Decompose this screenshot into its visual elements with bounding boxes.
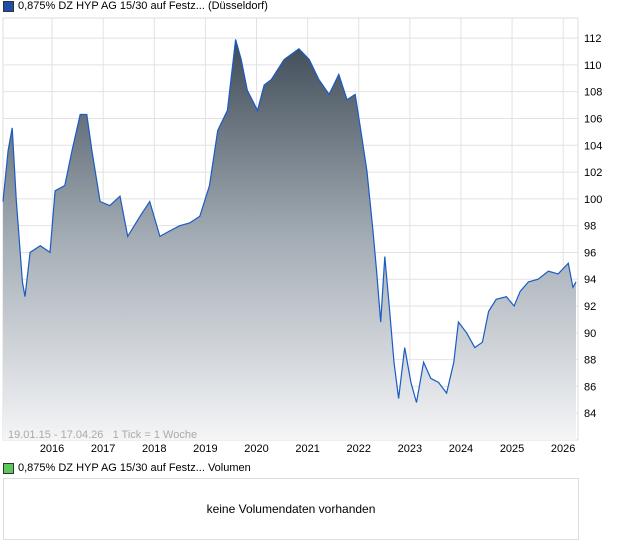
x-tick-label: 2016	[40, 443, 64, 455]
volume-empty-message: keine Volumendaten vorhanden	[206, 502, 376, 516]
x-tick-label: 2024	[449, 443, 473, 455]
volume-legend-swatch-icon	[3, 462, 14, 474]
y-tick-label: 112	[584, 33, 602, 45]
price-legend-swatch-icon	[3, 0, 14, 12]
y-tick-label: 104	[584, 140, 602, 152]
x-tick-label: 2022	[346, 443, 370, 455]
volume-panel: keine Volumendaten vorhanden	[3, 478, 579, 540]
y-tick-label: 108	[584, 87, 602, 99]
y-tick-label: 86	[584, 381, 596, 393]
x-tick-label: 2025	[500, 443, 524, 455]
x-tick-label: 2018	[142, 443, 166, 455]
y-tick-label: 110	[584, 60, 602, 72]
range-info: 19.01.15 - 17.04.26 1 Tick = 1 Woche	[8, 429, 197, 441]
price-legend: 0,875% DZ HYP AG 15/30 auf Festz... (Düs…	[3, 0, 268, 12]
y-tick-label: 102	[584, 167, 602, 179]
volume-legend: 0,875% DZ HYP AG 15/30 auf Festz... Volu…	[3, 462, 251, 474]
y-tick-label: 90	[584, 328, 596, 340]
x-tick-label: 2019	[193, 443, 217, 455]
y-tick-label: 92	[584, 301, 596, 313]
price-chart: 84 86 88 90 92 94 96 98 100 102 104 106 108 110 112 201…	[2, 17, 602, 455]
x-tick-label: 2020	[244, 443, 268, 455]
y-tick-label: 88	[584, 355, 596, 367]
volume-legend-label: 0,875% DZ HYP AG 15/30 auf Festz... Volu…	[18, 462, 251, 474]
x-tick-label: 2026	[551, 443, 575, 455]
y-tick-label: 106	[584, 113, 602, 125]
y-tick-label: 84	[584, 408, 596, 420]
y-tick-label: 98	[584, 221, 596, 233]
y-tick-label: 96	[584, 247, 596, 259]
y-tick-label: 100	[584, 194, 602, 206]
price-line	[2, 39, 577, 403]
price-legend-label: 0,875% DZ HYP AG 15/30 auf Festz... (Düs…	[18, 0, 268, 12]
x-tick-label: 2023	[398, 443, 422, 455]
x-tick-label: 2017	[91, 443, 115, 455]
y-tick-label: 94	[584, 274, 596, 286]
x-tick-label: 2021	[295, 443, 319, 455]
price-area	[3, 39, 576, 441]
